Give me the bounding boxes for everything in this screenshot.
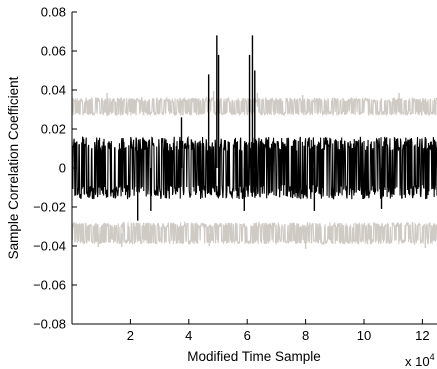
x-tick-label: 8 (302, 328, 309, 343)
y-tick-label: −0.06 (33, 278, 66, 293)
x-axis-exponent-power: 4 (430, 352, 435, 362)
x-tick-label: 2 (127, 328, 134, 343)
x-axis-exponent-base: x 10 (405, 354, 430, 369)
x-axis-exponent: x 104 (405, 352, 435, 369)
y-tick-label: −0.02 (33, 200, 66, 215)
threshold-lower-line (71, 220, 437, 246)
x-tick-label: 4 (185, 328, 192, 343)
x-tick-label: 6 (244, 328, 251, 343)
correlation-line (71, 135, 437, 200)
y-tick-label: 0 (59, 161, 66, 176)
x-tick-label: 12 (415, 328, 429, 343)
x-tick-label: 10 (357, 328, 371, 343)
y-tick-label: 0.02 (41, 122, 66, 137)
correlation-series (71, 35, 437, 221)
axes: −0.08 −0.06 −0.04 −0.02 0 0.02 0.04 0.06 0.08 2 4 6… (33, 5, 437, 343)
y-tick-label: −0.04 (33, 239, 66, 254)
y-tick-label: 0.08 (41, 5, 66, 20)
threshold-lower-series (71, 220, 437, 249)
y-tick-label: −0.08 (33, 317, 66, 332)
x-axis-label: Modified Time Sample (187, 349, 321, 364)
plot-area (71, 35, 437, 249)
y-tick-label: 0.06 (41, 44, 66, 59)
y-tick-label: 0.04 (41, 83, 66, 98)
y-axis-label: Sample Correlation Coefficient (6, 76, 21, 259)
